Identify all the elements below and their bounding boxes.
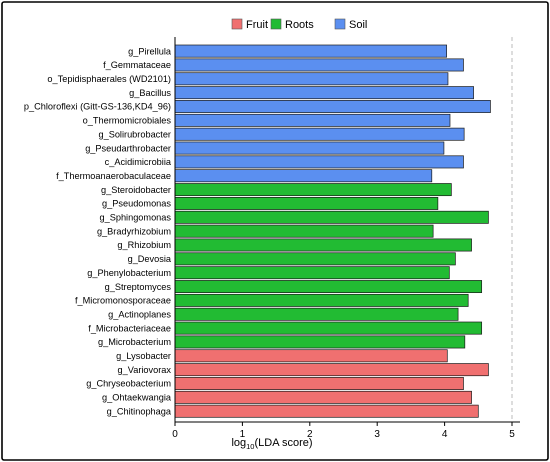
- bar-g-chryseobacterium: [174, 377, 464, 390]
- bar-label: g_Streptomyces: [105, 282, 172, 292]
- bar-label: g_Bradyrhizobium: [97, 226, 171, 236]
- bar-label: f_Thermoanaerobaculaceae: [56, 171, 171, 181]
- bar-o-tepidisphaerales-wd2101-: [174, 72, 449, 86]
- legend: Fruit Roots Soil: [231, 18, 367, 31]
- bar-label: g_Pirellula: [128, 46, 172, 56]
- bar-g-devosia: [174, 252, 456, 266]
- bar-f-thermoanaerobaculaceae: [174, 169, 433, 183]
- legend-label: Soil: [349, 19, 367, 31]
- legend-label: Roots: [285, 19, 314, 31]
- bar-label: g_Bacillus: [129, 88, 171, 98]
- bar-g-sphingomonas: [174, 210, 489, 224]
- x-axis: 0 1 2 3 4 5: [172, 37, 520, 440]
- bar-label: g_Phenylobacterium: [87, 268, 171, 278]
- bar-label: g_Chryseobacterium: [86, 379, 171, 389]
- bar-g-bradyrhizobium: [174, 224, 434, 238]
- bar-g-rhizobium: [174, 238, 472, 252]
- bar-g-microbacterium: [174, 335, 466, 349]
- bar-label: g_Solirubrobacter: [98, 129, 171, 139]
- x-tick-label: 4: [442, 429, 448, 440]
- bar-label: g_Pseudomonas: [102, 199, 171, 209]
- bar-label: p_Chloroflexi (Gitt-GS-136,KD4_96): [24, 102, 171, 112]
- bar-label: g_Variovorax: [118, 365, 172, 375]
- x-tick-label: 1: [240, 429, 246, 440]
- legend-swatch: [270, 18, 282, 30]
- bar-label: f_Micromonosporaceae: [75, 296, 171, 306]
- legend-swatch: [334, 18, 346, 30]
- bar-g-actinoplanes: [174, 307, 459, 321]
- bar-label: g_Microbacterium: [98, 337, 171, 347]
- bar-g-streptomyces: [174, 280, 483, 294]
- bar-g-pseudarthrobacter: [174, 141, 445, 155]
- bar-f-microbacteriaceae: [174, 321, 483, 335]
- category-labels: g_Pirellula f_Gemmataceae o_Tepidisphaeral…: [24, 46, 172, 416]
- x-tick-label: 5: [509, 429, 515, 440]
- bar-g-variovorax: [174, 363, 489, 377]
- bar-label: g_Devosia: [128, 254, 172, 264]
- bar-g-lysobacter: [174, 349, 448, 363]
- bar-g-phenylobacterium: [174, 266, 450, 280]
- bars-group: [174, 44, 491, 418]
- bar-label: g_Lysobacter: [116, 351, 171, 361]
- bar-f-gemmataceae: [174, 58, 464, 72]
- bar-label: g_Chitinophaga: [107, 406, 172, 416]
- x-axis-title: log10(LDA score): [231, 437, 312, 451]
- x-tick-label: 3: [374, 429, 380, 440]
- bar-label: g_Rhizobium: [117, 240, 171, 250]
- bar-o-thermomicrobiales: [174, 113, 451, 127]
- bar-g-steroidobacter: [174, 183, 452, 197]
- legend-item-soil: Soil: [334, 18, 367, 31]
- bar-label: g_Steroidobacter: [101, 185, 171, 195]
- bar-label: f_Gemmataceae: [103, 60, 171, 70]
- bar-label: g_Pseudarthrobacter: [85, 143, 171, 153]
- legend-label: Fruit: [246, 19, 268, 31]
- bar-label: c_Acidimicrobiia: [105, 157, 172, 167]
- bar-label: o_Tepidisphaerales (WD2101): [47, 74, 171, 84]
- bar-g-bacillus: [174, 86, 474, 100]
- bar-label: o_Thermomicrobiales: [83, 116, 172, 126]
- bar-g-solirubrobacter: [174, 127, 465, 141]
- x-tick-label: 0: [172, 429, 178, 440]
- bar-c-acidimicrobiia: [174, 155, 464, 169]
- bar-g-ohtaekwangia: [174, 390, 472, 404]
- bar-label: g_Ohtaekwangia: [102, 393, 172, 403]
- legend-item-fruit: Fruit: [231, 18, 268, 31]
- bar-label: g_Actinoplanes: [108, 309, 171, 319]
- bar-label: g_Sphingomonas: [99, 213, 171, 223]
- x-tick-label: 2: [307, 429, 313, 440]
- bar-p-chloroflexi-gitt-gs-136-kd4-96-: [174, 100, 491, 113]
- bar-label: f_Microbacteriaceae: [88, 323, 171, 333]
- bar-f-micromonosporaceae: [174, 293, 469, 307]
- bar-g-pirellula: [174, 44, 447, 58]
- bar-g-pseudomonas: [174, 197, 439, 210]
- bar-g-chitinophaga: [174, 404, 479, 418]
- legend-swatch: [231, 18, 243, 30]
- legend-item-roots: Roots: [270, 18, 314, 31]
